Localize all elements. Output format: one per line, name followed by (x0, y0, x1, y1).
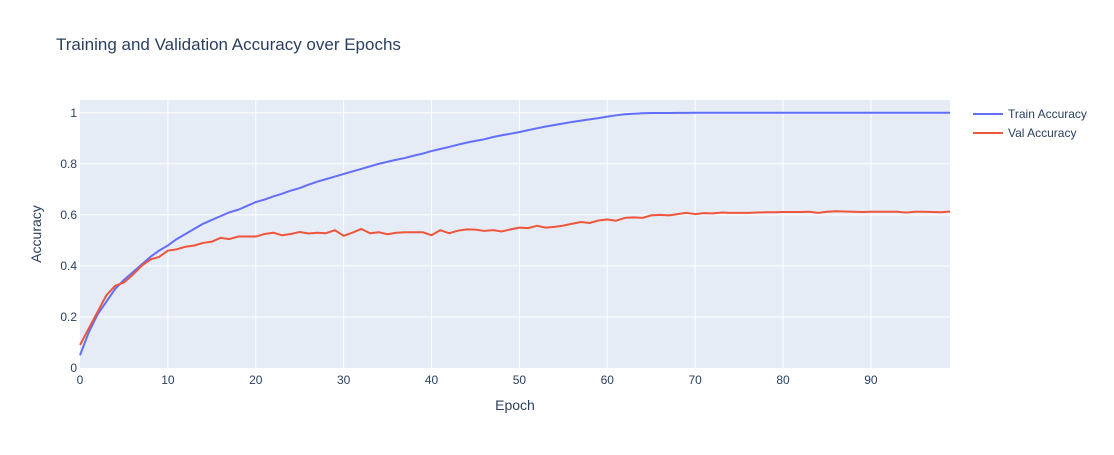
y-tick-labels: 0 0.2 0.4 0.6 0.8 1 (60, 106, 77, 375)
x-tick-label: 40 (425, 373, 439, 387)
plot-background (80, 100, 950, 368)
legend-item[interactable]: Val Accuracy (973, 126, 1076, 140)
x-tick-label: 0 (77, 373, 84, 387)
y-tick-label: 0.8 (60, 157, 77, 171)
x-tick-labels: 0 10 20 30 40 50 60 70 80 90 (77, 373, 878, 387)
x-tick-label: 10 (161, 373, 175, 387)
y-tick-label: 0.6 (60, 208, 77, 222)
x-tick-label: 60 (601, 373, 615, 387)
y-tick-label: 0 (70, 361, 77, 375)
x-tick-label: 70 (688, 373, 702, 387)
legend-label: Val Accuracy (1008, 126, 1076, 140)
y-axis-label: Accuracy (28, 205, 44, 263)
legend-item[interactable]: Train Accuracy (973, 107, 1087, 121)
series-line-train-accuracy[interactable] (79, 111, 950, 356)
x-tick-label: 80 (776, 373, 790, 387)
legend[interactable]: Train Accuracy Val Accuracy (973, 107, 1087, 140)
y-tick-label: 0.4 (60, 259, 77, 273)
x-tick-label: 90 (864, 373, 878, 387)
x-axis-label: Epoch (495, 397, 535, 413)
y-tick-label: 1 (70, 106, 77, 120)
chart-title: Training and Validation Accuracy over Ep… (56, 35, 401, 54)
series-line-val-accuracy[interactable] (79, 210, 951, 346)
x-tick-label: 20 (249, 373, 263, 387)
y-tick-label: 0.2 (60, 310, 77, 324)
legend-label: Train Accuracy (1008, 107, 1087, 121)
x-tick-label: 50 (513, 373, 527, 387)
x-tick-label: 30 (337, 373, 351, 387)
series-lines (79, 111, 951, 356)
